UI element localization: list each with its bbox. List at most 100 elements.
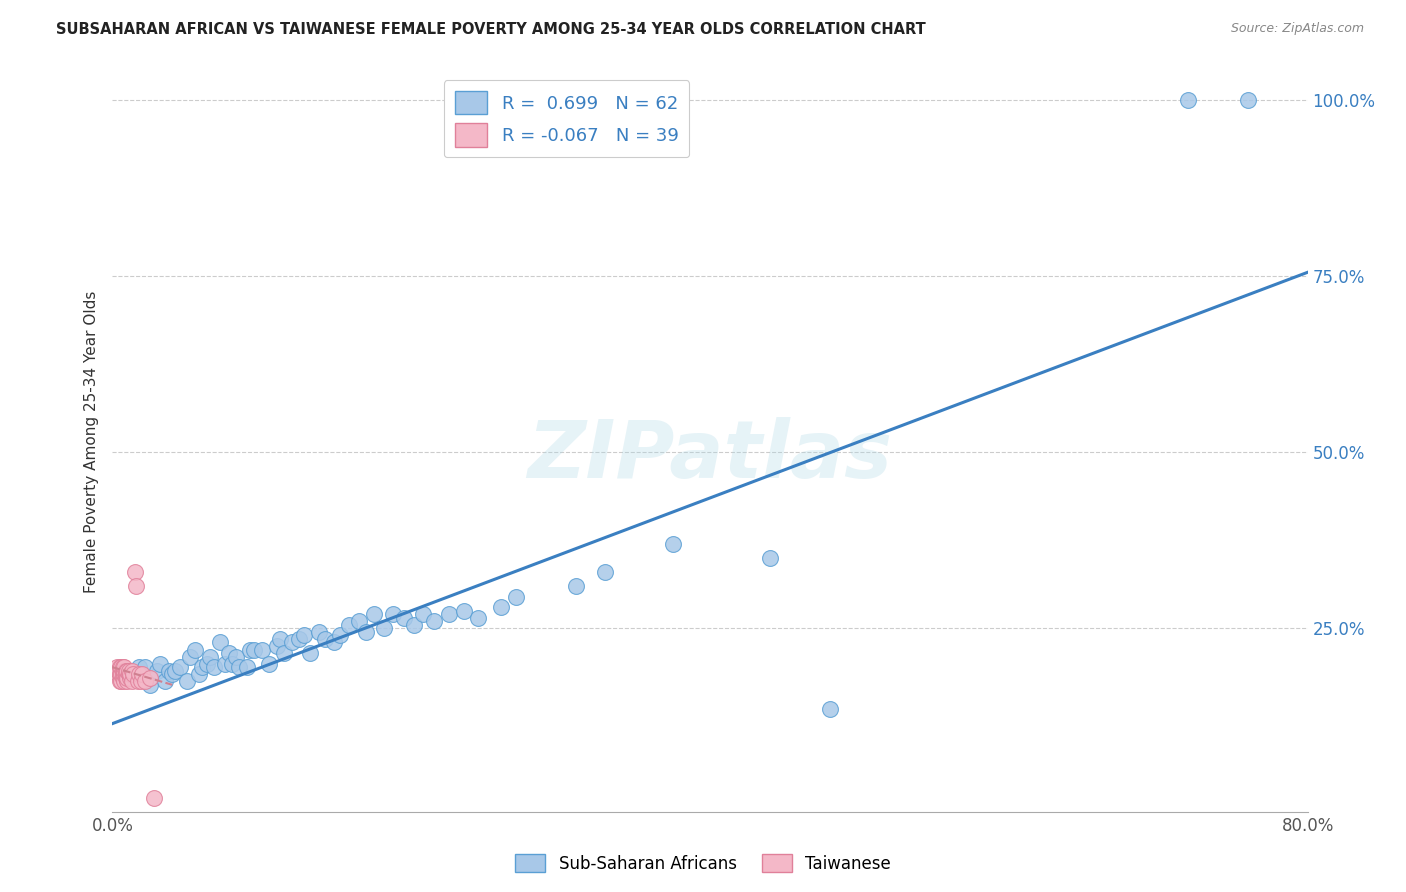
Point [110, 667, 132, 681]
Point [118, 667, 141, 681]
Point [125, 579, 148, 593]
Point [236, 660, 259, 674]
Point [111, 671, 134, 685]
Point [176, 674, 198, 689]
Point [129, 674, 152, 689]
Point [111, 660, 134, 674]
Point [157, 664, 180, 678]
Point [115, 671, 138, 685]
Point [114, 674, 135, 689]
Point [134, 660, 156, 674]
Point [218, 646, 240, 660]
Point [107, 664, 129, 678]
Point [120, 667, 142, 681]
Point [114, 660, 135, 674]
Point [120, 671, 142, 685]
Point [110, 660, 132, 674]
Point [179, 649, 201, 664]
Point [111, 667, 134, 681]
Point [117, 671, 139, 685]
Point [373, 621, 395, 635]
Point [202, 660, 225, 674]
Point [124, 565, 146, 579]
Point [162, 667, 183, 681]
Point [115, 667, 138, 681]
Point [121, 674, 143, 689]
Point [661, 537, 683, 551]
Point [108, 667, 131, 681]
Point [422, 615, 444, 629]
Point [191, 660, 214, 674]
Point [209, 635, 232, 649]
Point [105, 660, 128, 674]
Point [564, 579, 586, 593]
Point [188, 667, 211, 681]
Point [108, 674, 131, 689]
Point [127, 674, 149, 689]
Point [114, 667, 135, 681]
Point [337, 618, 360, 632]
Point [239, 642, 262, 657]
Point [437, 607, 460, 622]
Point [453, 604, 475, 618]
Point [250, 642, 273, 657]
Point [114, 664, 135, 678]
Point [818, 702, 841, 716]
Point [259, 657, 281, 671]
Point [118, 664, 141, 678]
Point [404, 618, 426, 632]
Point [266, 639, 288, 653]
Point [298, 646, 321, 660]
Point [228, 660, 250, 674]
Point [117, 674, 139, 689]
Point [128, 667, 150, 681]
Point [221, 657, 243, 671]
Point [122, 667, 145, 681]
Point [139, 671, 162, 685]
Y-axis label: Female Poverty Among 25-34 Year Olds: Female Poverty Among 25-34 Year Olds [83, 291, 98, 592]
Text: SUBSAHARAN AFRICAN VS TAIWANESE FEMALE POVERTY AMONG 25-34 YEAR OLDS CORRELATION: SUBSAHARAN AFRICAN VS TAIWANESE FEMALE P… [56, 22, 927, 37]
Text: Source: ZipAtlas.com: Source: ZipAtlas.com [1230, 22, 1364, 36]
Point [1237, 93, 1260, 107]
Point [117, 664, 139, 678]
Point [169, 660, 191, 674]
Point [412, 607, 434, 622]
Point [225, 649, 247, 664]
Point [505, 590, 527, 604]
Point [121, 664, 143, 678]
Point [314, 632, 336, 646]
Legend: Sub-Saharan Africans, Taiwanese: Sub-Saharan Africans, Taiwanese [509, 847, 897, 880]
Point [1177, 93, 1199, 107]
Point [111, 664, 134, 678]
Point [149, 657, 172, 671]
Point [134, 674, 156, 689]
Point [195, 657, 218, 671]
Point [143, 790, 166, 805]
Point [489, 600, 512, 615]
Point [308, 624, 330, 639]
Point [595, 565, 617, 579]
Point [322, 635, 344, 649]
Point [183, 642, 205, 657]
Point [759, 550, 782, 565]
Point [139, 678, 162, 692]
Point [107, 667, 129, 681]
Legend: R =  0.699   N = 62, R = -0.067   N = 39: R = 0.699 N = 62, R = -0.067 N = 39 [444, 80, 689, 158]
Point [392, 611, 415, 625]
Point [273, 646, 295, 660]
Point [165, 664, 187, 678]
Point [329, 628, 352, 642]
Point [288, 632, 311, 646]
Point [146, 664, 169, 678]
Point [108, 660, 131, 674]
Point [356, 624, 378, 639]
Point [243, 642, 266, 657]
Point [382, 607, 405, 622]
Point [269, 632, 291, 646]
Point [214, 657, 236, 671]
Point [153, 674, 176, 689]
Point [292, 628, 315, 642]
Point [115, 664, 138, 678]
Point [363, 607, 385, 622]
Point [131, 667, 153, 681]
